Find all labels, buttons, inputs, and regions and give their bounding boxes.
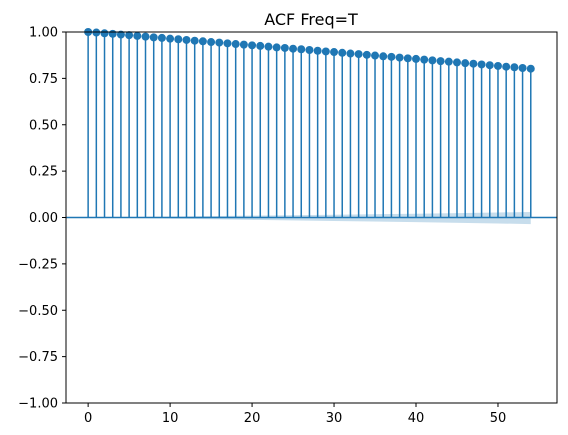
- acf-marker: [485, 61, 494, 70]
- acf-marker: [116, 30, 125, 39]
- acf-marker: [493, 61, 502, 70]
- acf-marker: [362, 50, 371, 59]
- acf-marker: [190, 36, 199, 45]
- acf-marker: [510, 63, 519, 72]
- acf-marker: [133, 31, 142, 40]
- acf-marker: [502, 62, 511, 71]
- acf-marker: [436, 57, 445, 66]
- acf-marker: [141, 32, 150, 41]
- x-tick-label: 10: [162, 411, 179, 426]
- acf-marker: [215, 38, 224, 47]
- y-tick-label: 0.75: [29, 72, 58, 87]
- x-tick-label: 20: [244, 411, 261, 426]
- acf-marker: [338, 48, 347, 57]
- chart-title: ACF Freq=T: [264, 10, 358, 29]
- y-tick-label: −0.75: [18, 350, 58, 365]
- acf-marker: [305, 45, 314, 54]
- y-tick-label: −0.50: [18, 304, 58, 319]
- acf-marker: [321, 47, 330, 56]
- acf-marker: [100, 29, 109, 38]
- acf-marker: [526, 64, 535, 73]
- acf-marker: [297, 45, 306, 54]
- acf-marker: [444, 57, 453, 66]
- y-tick-label: 0.50: [29, 118, 58, 133]
- acf-marker: [289, 44, 298, 53]
- acf-marker: [371, 51, 380, 60]
- acf-marker: [412, 54, 421, 63]
- acf-marker: [346, 49, 355, 58]
- acf-marker: [198, 37, 207, 46]
- plot-area: [66, 28, 557, 225]
- acf-marker: [379, 52, 388, 61]
- acf-marker: [157, 33, 166, 42]
- acf-marker: [125, 31, 134, 40]
- y-tick-label: −1.00: [18, 397, 58, 412]
- acf-marker: [223, 39, 232, 48]
- acf-marker: [256, 41, 265, 50]
- x-tick-label: 50: [490, 411, 507, 426]
- acf-marker: [387, 52, 396, 61]
- y-tick-label: 0.00: [29, 211, 58, 226]
- acf-marker: [395, 53, 404, 62]
- acf-marker: [182, 35, 191, 44]
- acf-marker: [354, 50, 363, 59]
- acf-marker: [518, 63, 527, 72]
- acf-marker: [239, 40, 248, 49]
- acf-marker: [108, 29, 117, 38]
- acf-marker: [174, 35, 183, 44]
- acf-marker: [330, 48, 339, 57]
- acf-marker: [428, 56, 437, 65]
- acf-marker: [92, 28, 101, 37]
- y-tick-label: 0.25: [29, 165, 58, 180]
- acf-marker: [231, 40, 240, 49]
- plot-clipped-group: [66, 32, 557, 225]
- x-tick-label: 30: [326, 411, 343, 426]
- acf-marker: [264, 42, 273, 51]
- acf-marker: [207, 38, 216, 47]
- y-tick-label: −0.25: [18, 257, 58, 272]
- acf-marker: [280, 43, 289, 52]
- acf-marker: [469, 59, 478, 68]
- acf-marker: [420, 55, 429, 64]
- acf-marker: [461, 59, 470, 68]
- acf-marker: [477, 60, 486, 69]
- x-tick-label: 0: [84, 411, 92, 426]
- acf-marker: [313, 46, 322, 55]
- x-tick-label: 40: [408, 411, 425, 426]
- y-tick-label: 1.00: [29, 26, 58, 41]
- acf-marker: [166, 34, 175, 43]
- acf-marker: [149, 33, 158, 42]
- axes: −1.00 −0.75 −0.50 −0.25 0.00 0.25 0.50 0.75 1.00…: [18, 26, 558, 426]
- acf-marker: [403, 54, 412, 63]
- acf-marker: [452, 58, 461, 67]
- acf-marker: [248, 41, 257, 50]
- acf-marker: [272, 43, 281, 52]
